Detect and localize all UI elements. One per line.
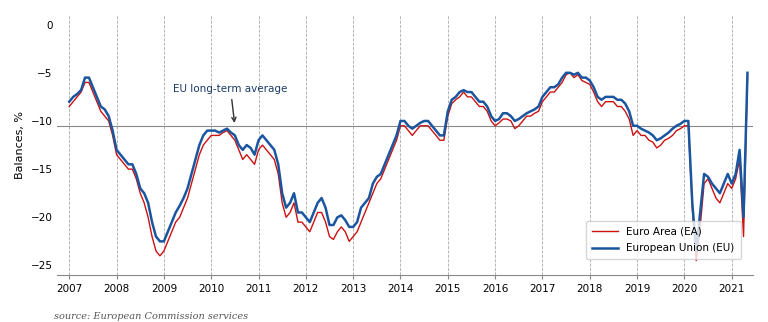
European Union (EU) (585, 79, 594, 82)
Euro Area (EA) (313, 211, 323, 214)
Euro Area (EA) (585, 82, 594, 86)
European Union (EU) (435, 134, 445, 137)
Euro Area (EA) (392, 138, 401, 142)
European Union (EU) (672, 124, 681, 128)
Text: EU long-term average: EU long-term average (174, 84, 288, 121)
Euro Area (EA) (65, 105, 74, 109)
Line: European Union (EU): European Union (EU) (69, 73, 747, 251)
European Union (EU) (743, 71, 752, 75)
European Union (EU) (561, 71, 571, 75)
Euro Area (EA) (743, 76, 752, 80)
European Union (EU) (65, 100, 74, 104)
Euro Area (EA) (565, 71, 574, 75)
Line: Euro Area (EA): Euro Area (EA) (69, 73, 747, 260)
European Union (EU) (392, 134, 401, 137)
Euro Area (EA) (435, 138, 445, 142)
Legend: Euro Area (EA), European Union (EU): Euro Area (EA), European Union (EU) (586, 221, 741, 260)
European Union (EU) (313, 201, 323, 205)
Euro Area (EA) (672, 129, 681, 133)
Euro Area (EA) (558, 80, 567, 84)
Text: source: European Commission services: source: European Commission services (54, 312, 248, 321)
Euro Area (EA) (692, 259, 701, 262)
European Union (EU) (692, 249, 701, 253)
Y-axis label: Balances, %: Balances, % (15, 111, 25, 179)
European Union (EU) (558, 76, 567, 80)
